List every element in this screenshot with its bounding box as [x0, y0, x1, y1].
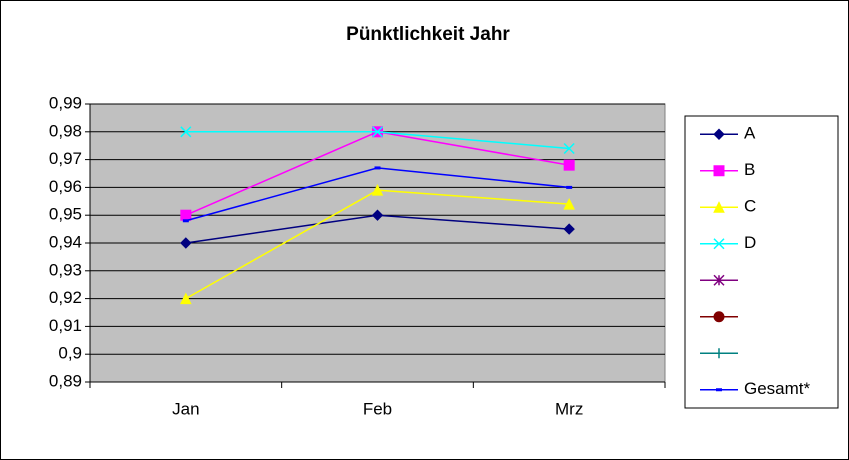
- y-tick-label: 0,91: [49, 316, 82, 335]
- data-point: [563, 159, 575, 171]
- legend-marker: [713, 165, 725, 177]
- y-tick-label: 0,99: [49, 93, 82, 112]
- y-tick-label: 0,92: [49, 288, 82, 307]
- data-point: [180, 237, 192, 249]
- x-tick-label: Mrz: [555, 399, 583, 418]
- legend-label: Gesamt*: [744, 379, 811, 398]
- legend-label: B: [744, 160, 755, 179]
- x-tick-label: Feb: [363, 399, 392, 418]
- data-point: [563, 197, 575, 210]
- legend-marker: [713, 274, 725, 286]
- data-point: [371, 209, 384, 221]
- y-tick-label: 0,96: [49, 177, 82, 196]
- legend-label: C: [744, 197, 756, 216]
- data-point: [371, 126, 384, 138]
- data-point: [180, 209, 192, 221]
- y-tick-label: 0,9: [58, 344, 82, 363]
- legend: [684, 115, 839, 409]
- data-point: [563, 223, 575, 235]
- data-point: [371, 184, 384, 196]
- legend-marker: [713, 128, 725, 140]
- y-tick-label: 0,95: [49, 205, 82, 224]
- legend-marker: [714, 348, 724, 359]
- data-point: [180, 292, 192, 305]
- chart-title: Pünktlichkeit Jahr: [346, 24, 510, 45]
- y-tick-label: 0,89: [49, 371, 82, 390]
- legend-marker: [713, 311, 725, 323]
- y-tick-label: 0,93: [49, 260, 82, 279]
- data-point: [180, 126, 192, 138]
- data-point: [563, 142, 575, 155]
- x-tick-label: Jan: [172, 399, 199, 418]
- legend-label: A: [744, 124, 756, 143]
- y-tick-label: 0,94: [49, 232, 82, 251]
- legend-marker: [713, 201, 725, 213]
- y-tick-label: 0,97: [49, 149, 82, 168]
- legend-label: D: [744, 233, 756, 252]
- y-tick-label: 0,98: [49, 121, 82, 140]
- legend-marker: [713, 238, 725, 250]
